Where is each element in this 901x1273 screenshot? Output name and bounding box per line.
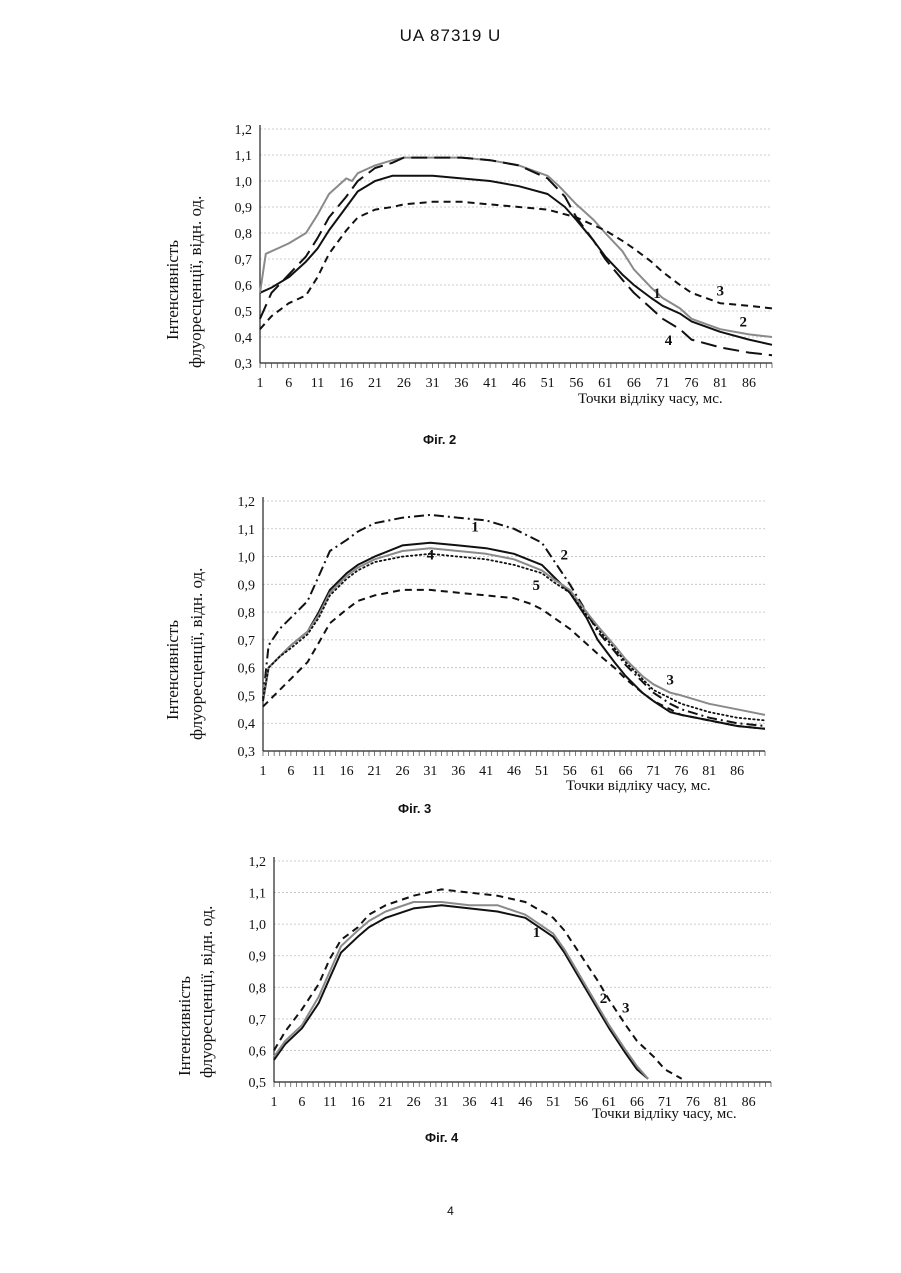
fig4-ytick-label: 0,8 bbox=[249, 981, 267, 996]
fig4-xlabel: Точки відліку часу, мс. bbox=[592, 1106, 737, 1123]
fig4-ytick-label: 0,9 bbox=[249, 950, 267, 965]
fig4-chart: 0,50,60,70,80,91,01,11,21611162126313641… bbox=[0, 0, 901, 1160]
fig4-series-1-line bbox=[274, 905, 648, 1079]
fig4-ytick-label: 1,0 bbox=[249, 918, 267, 933]
fig4-caption: Фіг. 4 bbox=[425, 1130, 458, 1145]
fig4-xtick-label: 36 bbox=[462, 1095, 476, 1110]
fig4-curve-label-1: 1 bbox=[533, 925, 541, 941]
fig4-ytick-label: 1,2 bbox=[249, 855, 267, 870]
fig4-ytick-label: 0,7 bbox=[249, 1013, 267, 1028]
fig4-series-2-line bbox=[274, 902, 648, 1079]
fig4-xtick-label: 21 bbox=[379, 1095, 393, 1110]
fig4-xtick-label: 31 bbox=[435, 1095, 449, 1110]
fig4-ytick-label: 0,5 bbox=[249, 1076, 267, 1091]
fig4-xtick-label: 16 bbox=[351, 1095, 365, 1110]
fig4-xtick-label: 6 bbox=[298, 1095, 305, 1110]
figure-4: 0,50,60,70,80,91,01,11,21611162126313641… bbox=[0, 0, 901, 1160]
fig4-xtick-label: 41 bbox=[490, 1095, 504, 1110]
fig4-ytick-label: 0,6 bbox=[249, 1044, 267, 1059]
fig4-xtick-label: 56 bbox=[574, 1095, 588, 1110]
fig4-ytick-label: 1,1 bbox=[249, 887, 267, 902]
fig4-xtick-label: 11 bbox=[323, 1095, 336, 1110]
fig4-xtick-label: 86 bbox=[742, 1095, 756, 1110]
fig4-curve-label-2: 2 bbox=[600, 991, 608, 1007]
fig4-ylabel-line2: флуоресценції, відн. од. bbox=[197, 906, 217, 1078]
fig4-xtick-label: 26 bbox=[407, 1095, 421, 1110]
page-number: 4 bbox=[0, 1204, 901, 1218]
fig4-xtick-label: 51 bbox=[546, 1095, 560, 1110]
fig4-xtick-label: 46 bbox=[518, 1095, 532, 1110]
fig4-curve-label-3: 3 bbox=[622, 1001, 630, 1017]
fig4-ylabel-line1: Інтенсивність bbox=[175, 976, 195, 1076]
fig4-xtick-label: 1 bbox=[271, 1095, 278, 1110]
